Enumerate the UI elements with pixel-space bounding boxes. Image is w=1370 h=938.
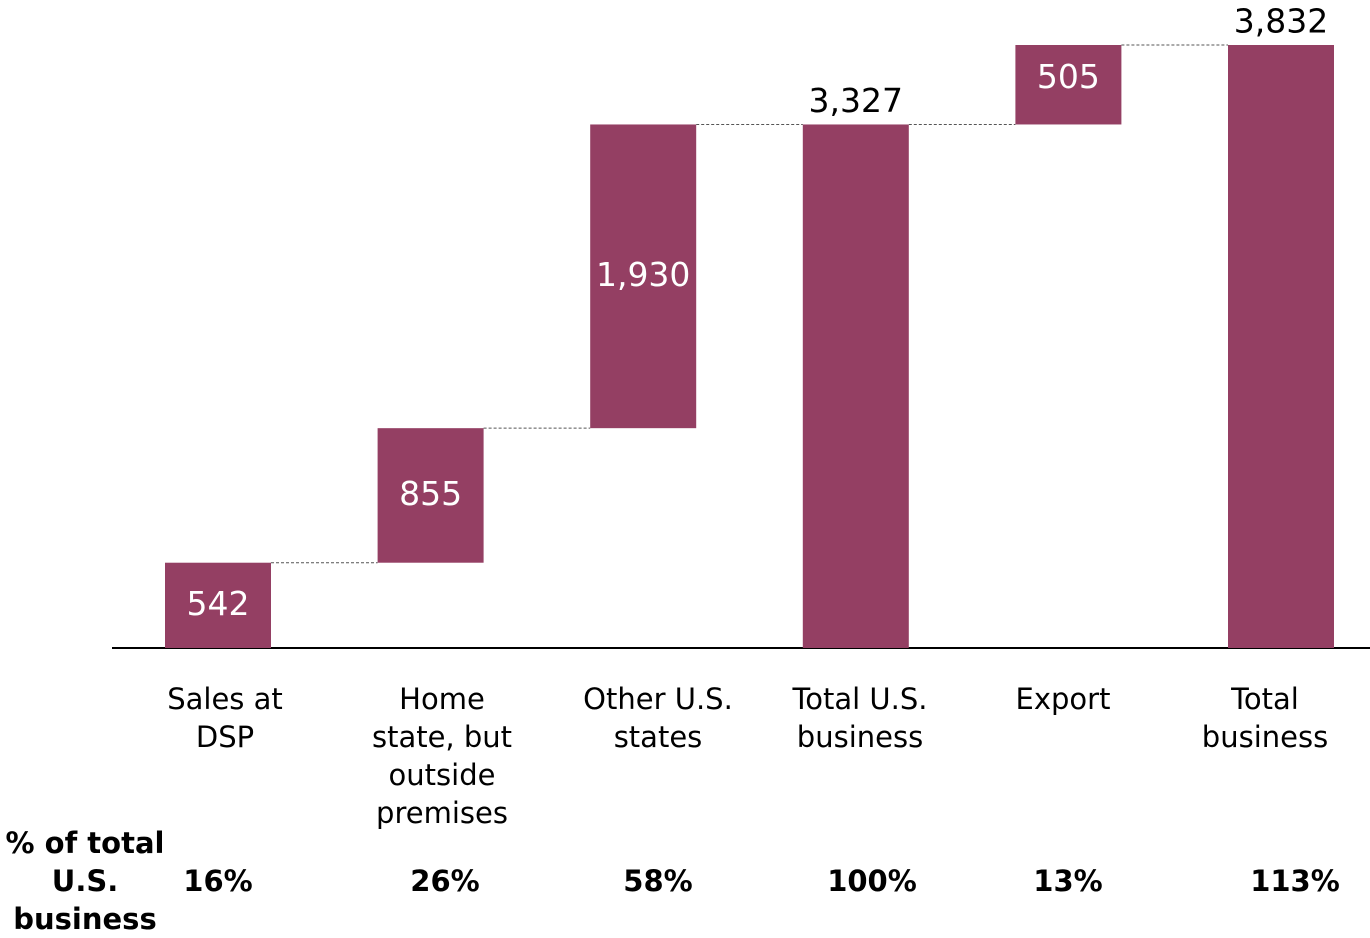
value-label: 855 — [399, 474, 462, 513]
bar — [590, 124, 697, 429]
row-value: 16% — [183, 864, 253, 898]
x-tick-label: Sales at DSP — [167, 682, 283, 754]
x-tick-label: Export — [1015, 682, 1111, 716]
bar — [1228, 45, 1334, 648]
bar — [1015, 45, 1122, 125]
x-tick-label: Total business — [1201, 682, 1329, 754]
row-label: % of total U.S. business — [5, 826, 165, 936]
row-value: 26% — [410, 864, 480, 898]
value-label: 542 — [187, 584, 250, 623]
row-value: 13% — [1033, 864, 1103, 898]
value-label: 1,930 — [596, 255, 690, 294]
bar — [377, 428, 484, 563]
bar — [802, 124, 909, 649]
bar — [165, 562, 271, 648]
value-label: 3,832 — [1234, 2, 1328, 41]
value-label: 3,327 — [809, 81, 903, 120]
value-label: 505 — [1037, 57, 1100, 96]
x-tick-label: Other U.S. states — [583, 682, 733, 754]
x-tick-label: Total U.S. business — [792, 682, 928, 754]
row-value: 113% — [1250, 864, 1340, 898]
row-value: 100% — [827, 864, 917, 898]
row-value: 58% — [623, 864, 693, 898]
x-tick-label: Home state, but outside premises — [371, 682, 513, 830]
